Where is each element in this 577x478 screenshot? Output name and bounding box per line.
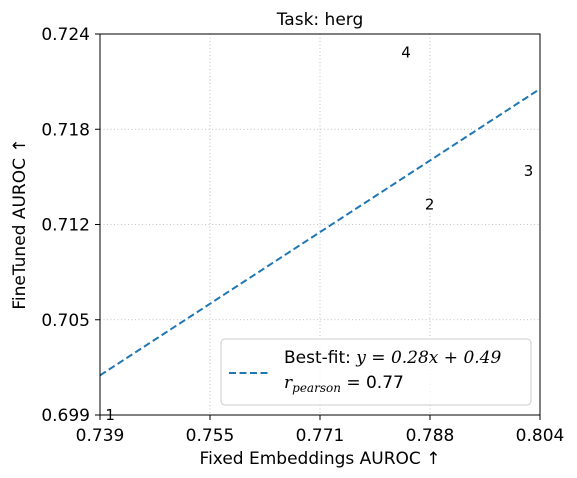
legend-entry-fit: Best-fit: y = 0.28x + 0.49: [284, 348, 501, 368]
y-axis-ticks: 0.699 0.705 0.712 0.718 0.724: [41, 25, 100, 426]
legend-r-var: r: [284, 373, 293, 393]
point-label-4: 4: [401, 43, 411, 61]
legend-fit-equation: y = 0.28x + 0.49: [355, 348, 501, 368]
x-tick-label: 0.804: [516, 426, 565, 446]
y-tick-label: 0.712: [41, 216, 90, 236]
x-axis-label: Fixed Embeddings AUROC ↑: [200, 449, 441, 469]
point-label-3: 3: [524, 162, 534, 180]
legend-entry-pearson: rpearson = 0.77: [284, 373, 404, 395]
legend: Best-fit: y = 0.28x + 0.49 rpearson = 0.…: [220, 338, 532, 406]
legend-box: [220, 338, 532, 406]
x-tick-label: 0.739: [76, 426, 125, 446]
y-tick-label: 0.724: [41, 25, 90, 45]
x-tick-label: 0.755: [186, 426, 235, 446]
best-fit-line: [99, 88, 541, 377]
legend-r-value: = 0.77: [341, 373, 404, 393]
y-tick-label: 0.699: [41, 406, 90, 426]
legend-r-subscript: pearson: [292, 381, 341, 395]
point-label-2: 2: [425, 196, 435, 214]
x-axis-ticks: 0.739 0.755 0.771 0.788 0.804: [76, 415, 565, 446]
y-tick-label: 0.705: [41, 311, 90, 331]
y-tick-label: 0.718: [41, 120, 90, 140]
y-axis-label: FineTuned AUROC ↑: [10, 138, 30, 309]
x-tick-label: 0.771: [296, 426, 345, 446]
chart-title: Task: herg: [276, 10, 364, 30]
x-tick-label: 0.788: [406, 426, 455, 446]
legend-fit-prefix: Best-fit:: [284, 348, 356, 368]
